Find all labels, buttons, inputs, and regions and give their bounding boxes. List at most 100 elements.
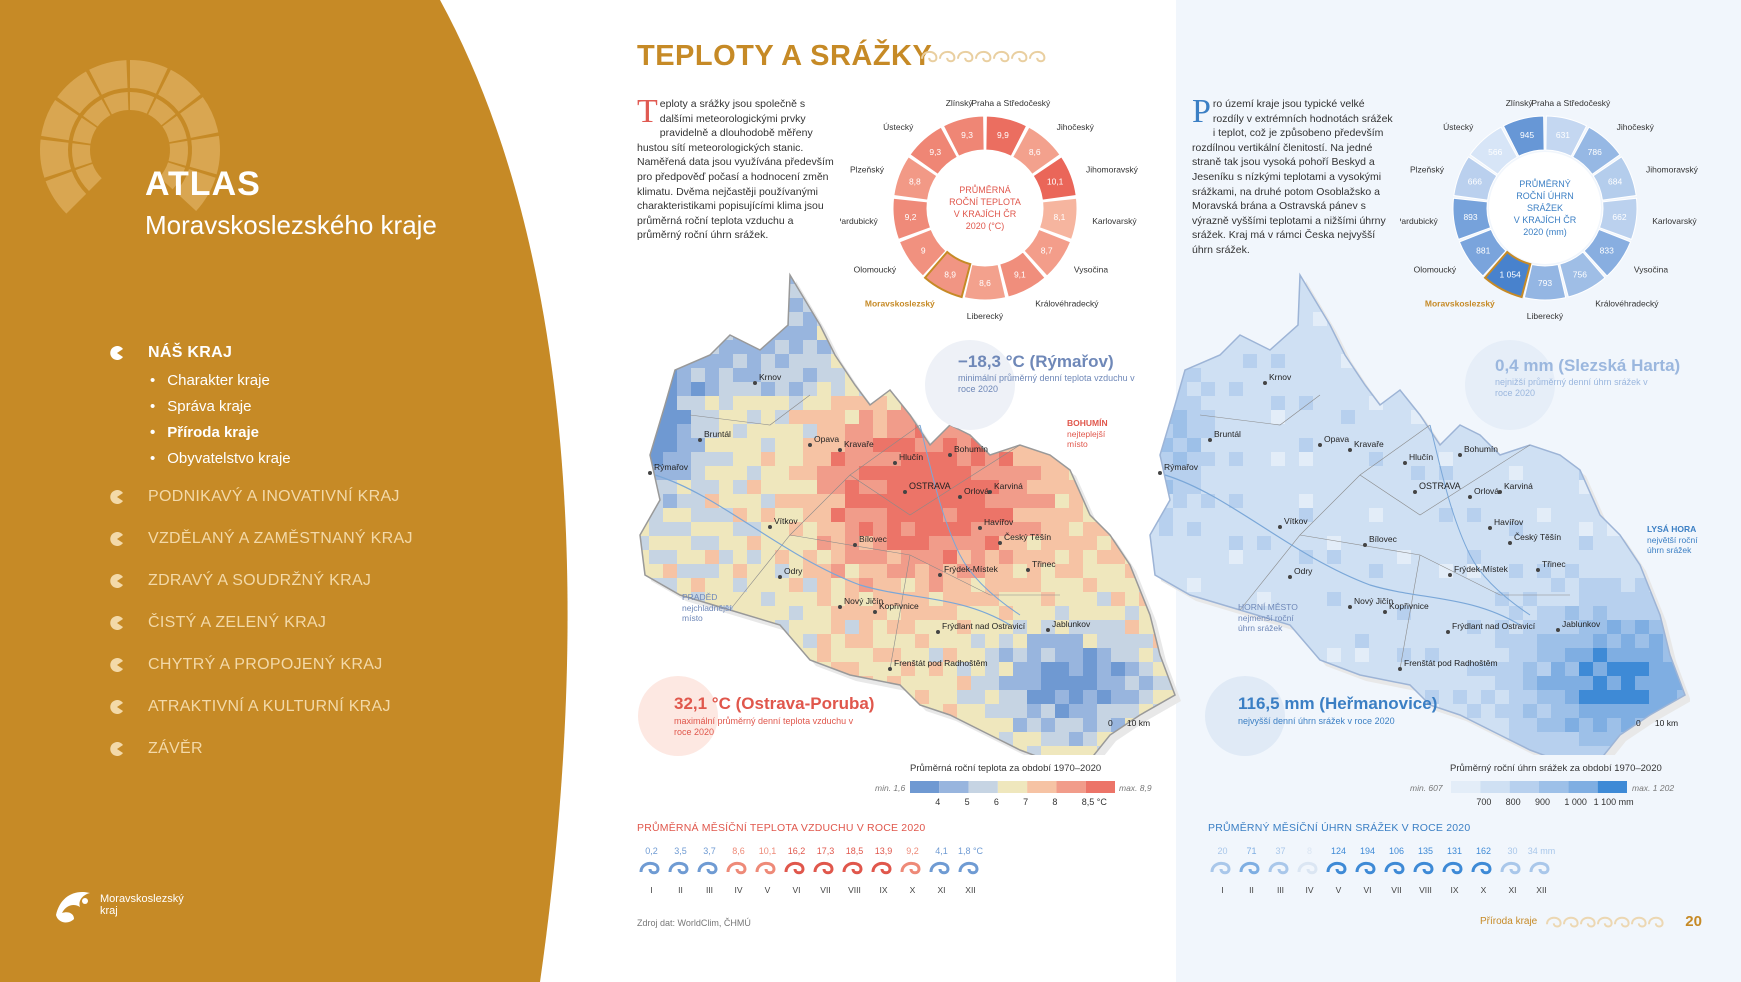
map-cell (1150, 494, 1160, 509)
map-cell (1125, 690, 1140, 705)
map-cell (677, 312, 692, 327)
map-cell (1537, 275, 1552, 285)
map-cell (985, 634, 1000, 649)
map-cell (1621, 284, 1636, 299)
map-cell (1635, 326, 1650, 341)
map-cell (1215, 452, 1230, 467)
map-cell (929, 275, 944, 285)
map-cell (1243, 340, 1258, 355)
map-cell (649, 564, 664, 579)
nav-item-podnikavy[interactable]: PODNIKAVÝ A INOVATIVNÍ KRAJ (110, 476, 530, 518)
map-cell (1173, 676, 1188, 691)
map-cell (761, 606, 776, 621)
map-cell (1677, 438, 1685, 453)
nav-item-nas-kraj[interactable]: NÁŠ KRAJ (110, 332, 530, 374)
map-cell (663, 606, 678, 621)
month-value: 34 mm (1527, 846, 1556, 856)
map-cell (1397, 746, 1412, 755)
map-cell (691, 284, 706, 299)
region-logo-icon (56, 891, 90, 923)
map-cell (845, 620, 860, 635)
map-cell (775, 746, 790, 755)
map-cell (1663, 732, 1678, 747)
map-cell (1327, 368, 1342, 383)
map-cell (747, 536, 762, 551)
month-value: 37 (1275, 846, 1286, 856)
map-cell (971, 704, 986, 719)
map-cell (677, 522, 692, 537)
month-wave-icon (755, 861, 776, 875)
map-cell (1523, 284, 1538, 299)
map-cell (1565, 634, 1580, 649)
nav-item-cisty[interactable]: ČISTÝ A ZELENÝ KRAJ (110, 602, 530, 644)
map-cell (1055, 718, 1070, 733)
map-cell (1243, 522, 1258, 537)
subnav-item-obyvatelstvo[interactable]: Obyvatelstvo kraje (150, 446, 530, 472)
map-cell (1621, 662, 1636, 677)
map-cell (887, 438, 902, 453)
region-brand[interactable]: Moravskoslezský kraj (52, 885, 184, 925)
nav-item-atraktivni[interactable]: ATRAKTIVNÍ A KULTURNÍ KRAJ (110, 686, 530, 728)
map-cell (1453, 275, 1468, 285)
map-cell (1495, 634, 1510, 649)
map-cell (1551, 662, 1566, 677)
nav-bullet-icon (110, 532, 123, 546)
map-cell (1187, 438, 1202, 453)
legend-swatch (1480, 781, 1510, 793)
map-cell (831, 312, 846, 327)
map-cell (1313, 578, 1328, 593)
map-cell (719, 564, 734, 579)
nav-item-zdravy[interactable]: ZDRAVÝ A SOUDRŽNÝ KRAJ (110, 560, 530, 602)
map-cell (985, 326, 1000, 341)
map-cell (640, 494, 650, 509)
map-cell (1313, 606, 1328, 621)
map-cell (1271, 438, 1286, 453)
map-cell (1187, 382, 1202, 397)
map-cell (789, 340, 804, 355)
map-cell (803, 634, 818, 649)
map-cell (1369, 508, 1384, 523)
map-cell (1229, 564, 1244, 579)
nav-item-vzdelany[interactable]: VZDĚLANÝ A ZAMĚSTNANÝ KRAJ (110, 518, 530, 560)
map-cell (1097, 620, 1112, 635)
map-cell (1229, 578, 1244, 593)
map-cell (1649, 275, 1664, 285)
map-cell (1425, 732, 1440, 747)
map-cell (1159, 620, 1174, 635)
map-cell (929, 746, 944, 755)
map-cell (649, 452, 664, 467)
month-wave-icon (784, 861, 805, 875)
map-cell (1055, 522, 1070, 537)
map-cell (1285, 676, 1300, 691)
month-wave-icon (697, 861, 718, 875)
map-cell (1299, 494, 1314, 509)
map-cell (719, 634, 734, 649)
map-cell (1439, 382, 1454, 397)
map-cell (1187, 340, 1202, 355)
map-cell (747, 466, 762, 481)
map-cell (901, 284, 916, 299)
map-cell (1257, 466, 1272, 481)
driest-place-note: nejmenší roční úhrn srážek (1238, 613, 1294, 633)
nav-item-chytry[interactable]: CHYTRÝ A PROPOJENÝ KRAJ (110, 644, 530, 686)
footer-section-label[interactable]: Příroda kraje (1480, 916, 1538, 927)
map-cell (1041, 480, 1056, 495)
map-cell (705, 382, 720, 397)
map-cell (1607, 466, 1622, 481)
donut-value: 9,3 (929, 147, 941, 157)
map-cell (1271, 466, 1286, 481)
subnav-item-priroda[interactable]: Příroda kraje (150, 420, 530, 446)
map-cell (1187, 298, 1202, 313)
map-cell (1327, 620, 1342, 635)
nav-item-zaver[interactable]: ZÁVĚR (110, 728, 530, 770)
map-cell (1173, 746, 1188, 755)
donut-segment (942, 115, 985, 157)
map-cell (999, 326, 1014, 341)
map-cell (929, 648, 944, 663)
map-cell (929, 718, 944, 733)
subnav-item-charakter[interactable]: Charakter kraje (150, 368, 530, 394)
map-cell (1481, 592, 1496, 607)
map-cell (1621, 275, 1636, 285)
subnav-item-sprava[interactable]: Správa kraje (150, 394, 530, 420)
